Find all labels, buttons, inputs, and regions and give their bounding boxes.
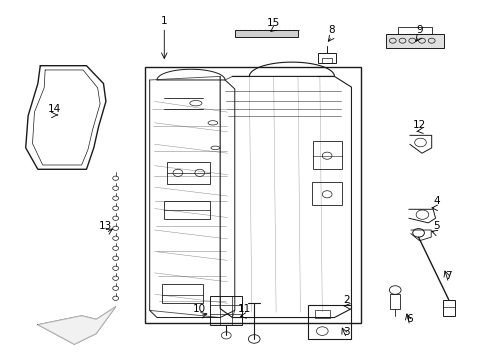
Text: 11: 11 (237, 304, 251, 314)
Text: 7: 7 (445, 271, 451, 282)
Bar (162, 284, 203, 303)
Bar (164, 202, 210, 219)
Text: 13: 13 (99, 221, 112, 231)
Bar (385, 33, 443, 48)
Text: 15: 15 (266, 18, 280, 28)
Bar (442, 300, 454, 316)
Text: 4: 4 (432, 197, 439, 206)
Bar (397, 27, 431, 33)
Text: 12: 12 (412, 120, 426, 130)
Text: 3: 3 (343, 327, 349, 337)
Text: 1: 1 (161, 16, 167, 26)
Bar (312, 141, 341, 169)
Polygon shape (38, 307, 116, 344)
Text: 2: 2 (343, 295, 349, 305)
Bar (322, 58, 331, 63)
Text: 14: 14 (48, 104, 61, 113)
Text: 10: 10 (193, 304, 206, 314)
Bar (318, 53, 335, 63)
Bar (234, 30, 297, 37)
Text: 8: 8 (328, 25, 335, 35)
Bar (210, 296, 242, 325)
Text: 9: 9 (415, 25, 422, 35)
Text: 5: 5 (432, 221, 439, 231)
Bar (314, 310, 329, 318)
Bar (144, 67, 361, 323)
Bar (307, 305, 351, 339)
Text: 6: 6 (406, 314, 412, 324)
Bar (389, 294, 399, 309)
Bar (166, 162, 210, 184)
Bar (311, 182, 341, 205)
